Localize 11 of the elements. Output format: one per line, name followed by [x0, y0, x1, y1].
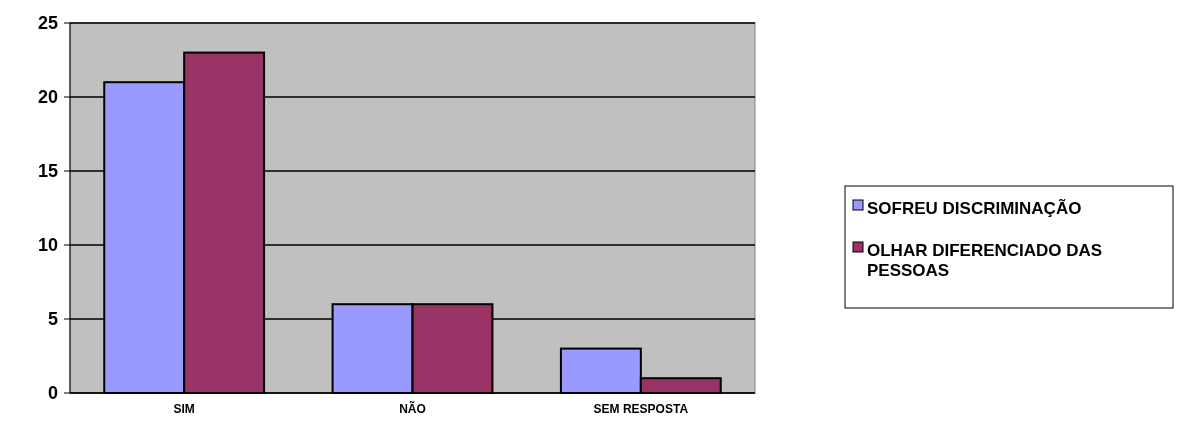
y-tick-label: 25 [37, 13, 58, 34]
y-tick-label: 15 [37, 161, 58, 182]
y-tick-label: 0 [47, 383, 58, 404]
legend-label: SOFREU DISCRIMINAÇÃO [867, 197, 1082, 218]
y-tick-label: 5 [47, 309, 58, 330]
legend-label: OLHAR DIFERENCIADO DAS PESSOAS [867, 240, 1103, 280]
y-tick-label: 20 [37, 87, 58, 108]
y-tick-label: 10 [37, 235, 58, 256]
x-tick-label: NÃO [399, 401, 426, 416]
x-tick-label: SEM RESPOSTA [593, 402, 689, 416]
x-tick-label: SIM [173, 402, 195, 416]
